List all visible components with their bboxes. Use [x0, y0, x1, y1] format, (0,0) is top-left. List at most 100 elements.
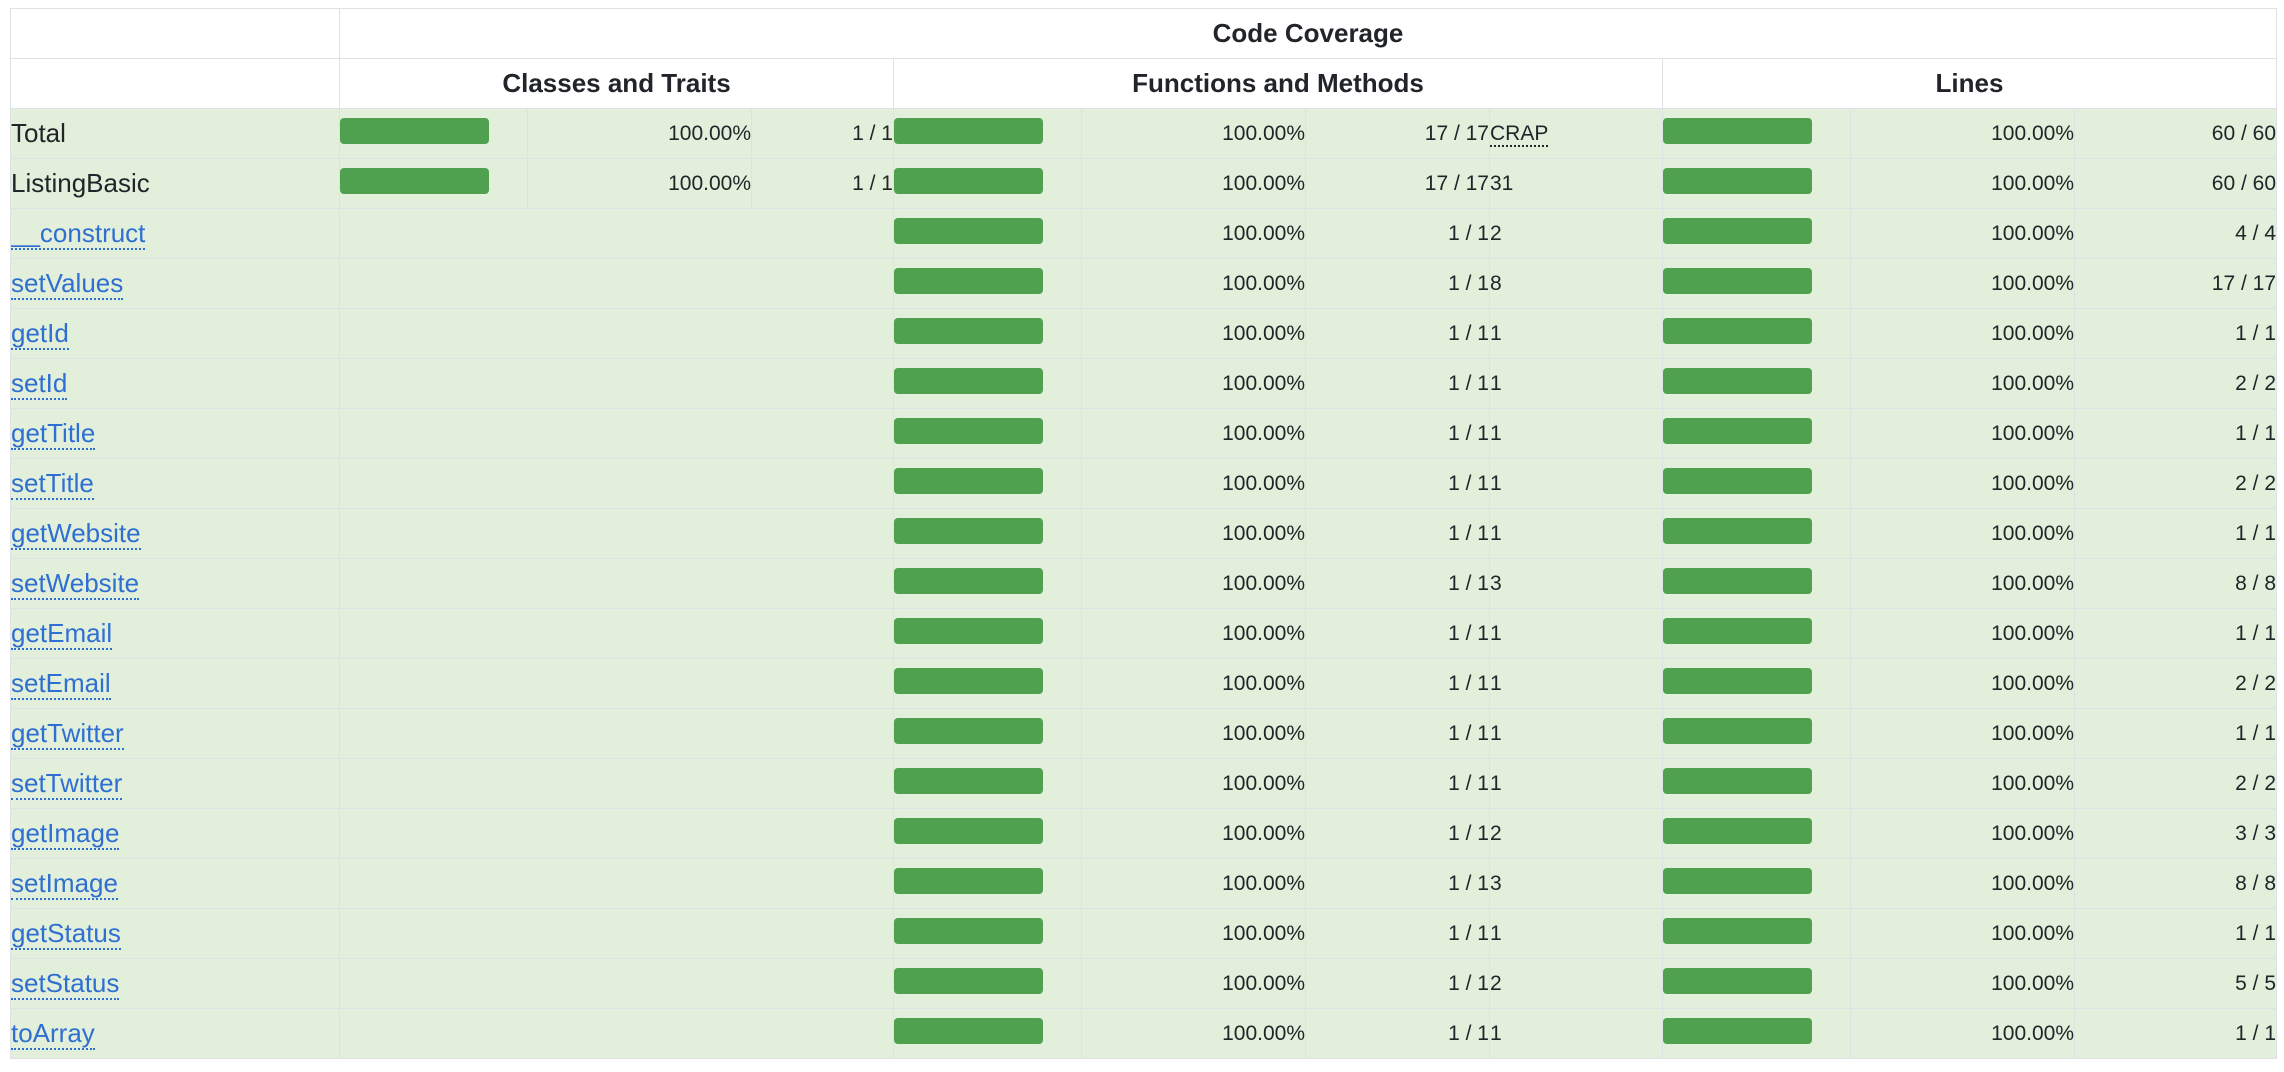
lines-progress-fill [1663, 567, 1812, 594]
lines-progress-bar [1663, 917, 1812, 944]
functions-progress-cell [893, 508, 1082, 559]
functions-progress-bar [894, 117, 1043, 144]
method-link[interactable]: setTwitter [11, 768, 123, 800]
functions-progress-cell [893, 908, 1082, 959]
method-link[interactable]: setEmail [11, 668, 111, 700]
method-link[interactable]: getTwitter [11, 718, 124, 750]
functions-progress-cell [893, 658, 1082, 709]
method-link[interactable]: __construct [11, 218, 146, 250]
functions-ratio: 1 / 1 [1305, 358, 1490, 409]
lines-progress-bar [1663, 817, 1812, 844]
crap-score: 8 [1489, 258, 1663, 309]
functions-percent: 100.00% [1081, 908, 1306, 959]
lines-progress-bar [1663, 767, 1812, 794]
table-row: setId 100.00% 1 / 1 1 100.00% 2 / 2 [10, 358, 2278, 409]
classes-empty-cell [339, 308, 894, 359]
lines-progress-cell [1662, 658, 1851, 709]
method-link[interactable]: setValues [11, 268, 124, 300]
class-name-cell: ListingBasic [10, 158, 340, 209]
lines-ratio: 1 / 1 [2073, 908, 2278, 959]
functions-progress-cell [893, 158, 1082, 209]
lines-progress-cell [1662, 608, 1851, 659]
crap-score: 1 [1489, 1008, 1663, 1059]
group-header-classes: Classes and Traits [339, 58, 894, 109]
crap-header-cell: CRAP [1489, 108, 1663, 159]
functions-progress-bar [894, 317, 1043, 344]
lines-progress-bar [1663, 1017, 1812, 1044]
lines-progress-bar [1663, 617, 1812, 644]
lines-progress-cell [1662, 558, 1851, 609]
functions-percent: 100.00% [1081, 658, 1306, 709]
method-link[interactable]: setStatus [11, 968, 120, 1000]
functions-ratio: 17 / 17 [1305, 158, 1490, 209]
lines-percent: 100.00% [1850, 658, 2075, 709]
lines-ratio: 17 / 17 [2073, 258, 2278, 309]
functions-progress-fill [894, 717, 1043, 744]
classes-progress-bar [340, 117, 489, 144]
method-link[interactable]: getImage [11, 818, 120, 850]
crap-score: 3 [1489, 858, 1663, 909]
lines-progress-fill [1663, 967, 1812, 994]
functions-progress-cell [893, 608, 1082, 659]
lines-progress-cell [1662, 208, 1851, 259]
table-row: getImage 100.00% 1 / 1 2 100.00% 3 / 3 [10, 808, 2278, 859]
functions-progress-fill [894, 517, 1043, 544]
functions-ratio: 1 / 1 [1305, 1008, 1490, 1059]
functions-progress-cell [893, 408, 1082, 459]
lines-progress-bar [1663, 117, 1812, 144]
functions-progress-cell [893, 558, 1082, 609]
lines-percent: 100.00% [1850, 858, 2075, 909]
classes-empty-cell [339, 1008, 894, 1059]
method-name-cell: getId [10, 308, 340, 359]
table-row: getWebsite 100.00% 1 / 1 1 100.00% 1 / 1 [10, 508, 2278, 559]
method-link[interactable]: setImage [11, 868, 118, 900]
method-link[interactable]: getWebsite [11, 518, 141, 550]
table-row: setEmail 100.00% 1 / 1 1 100.00% 2 / 2 [10, 658, 2278, 709]
lines-progress-fill [1663, 267, 1812, 294]
lines-progress-bar [1663, 317, 1812, 344]
functions-progress-bar [894, 867, 1043, 894]
lines-progress-cell [1662, 408, 1851, 459]
classes-empty-cell [339, 558, 894, 609]
crap-score: 1 [1489, 758, 1663, 809]
crap-score: 1 [1489, 908, 1663, 959]
method-link[interactable]: setId [11, 368, 68, 400]
method-link[interactable]: getTitle [11, 418, 96, 450]
lines-percent: 100.00% [1850, 558, 2075, 609]
lines-percent: 100.00% [1850, 158, 2075, 209]
functions-percent: 100.00% [1081, 708, 1306, 759]
lines-progress-fill [1663, 167, 1812, 194]
functions-ratio: 1 / 1 [1305, 758, 1490, 809]
functions-percent: 100.00% [1081, 508, 1306, 559]
functions-progress-fill [894, 917, 1043, 944]
method-name-cell: setWebsite [10, 558, 340, 609]
lines-progress-fill [1663, 467, 1812, 494]
classes-percent: 100.00% [527, 158, 752, 209]
lines-percent: 100.00% [1850, 308, 2075, 359]
method-link[interactable]: setTitle [11, 468, 94, 500]
functions-percent: 100.00% [1081, 608, 1306, 659]
lines-ratio: 3 / 3 [2073, 808, 2278, 859]
lines-progress-fill [1663, 717, 1812, 744]
lines-percent: 100.00% [1850, 358, 2075, 409]
lines-progress-fill [1663, 667, 1812, 694]
table-row: getStatus 100.00% 1 / 1 1 100.00% 1 / 1 [10, 908, 2278, 959]
functions-percent: 100.00% [1081, 158, 1306, 209]
method-name-cell: setImage [10, 858, 340, 909]
functions-percent: 100.00% [1081, 208, 1306, 259]
functions-progress-bar [894, 1017, 1043, 1044]
method-link[interactable]: toArray [11, 1018, 95, 1050]
method-link[interactable]: getId [11, 318, 69, 350]
method-link[interactable]: setWebsite [11, 568, 140, 600]
lines-progress-fill [1663, 417, 1812, 444]
functions-progress-bar [894, 617, 1043, 644]
lines-percent: 100.00% [1850, 908, 2075, 959]
functions-percent: 100.00% [1081, 1008, 1306, 1059]
method-link[interactable]: getEmail [11, 618, 113, 650]
method-link[interactable]: getStatus [11, 918, 121, 950]
classes-empty-cell [339, 458, 894, 509]
functions-progress-bar [894, 567, 1043, 594]
method-name-cell: setTwitter [10, 758, 340, 809]
lines-ratio: 1 / 1 [2073, 1008, 2278, 1059]
crap-abbreviation[interactable]: CRAP [1490, 121, 1549, 147]
